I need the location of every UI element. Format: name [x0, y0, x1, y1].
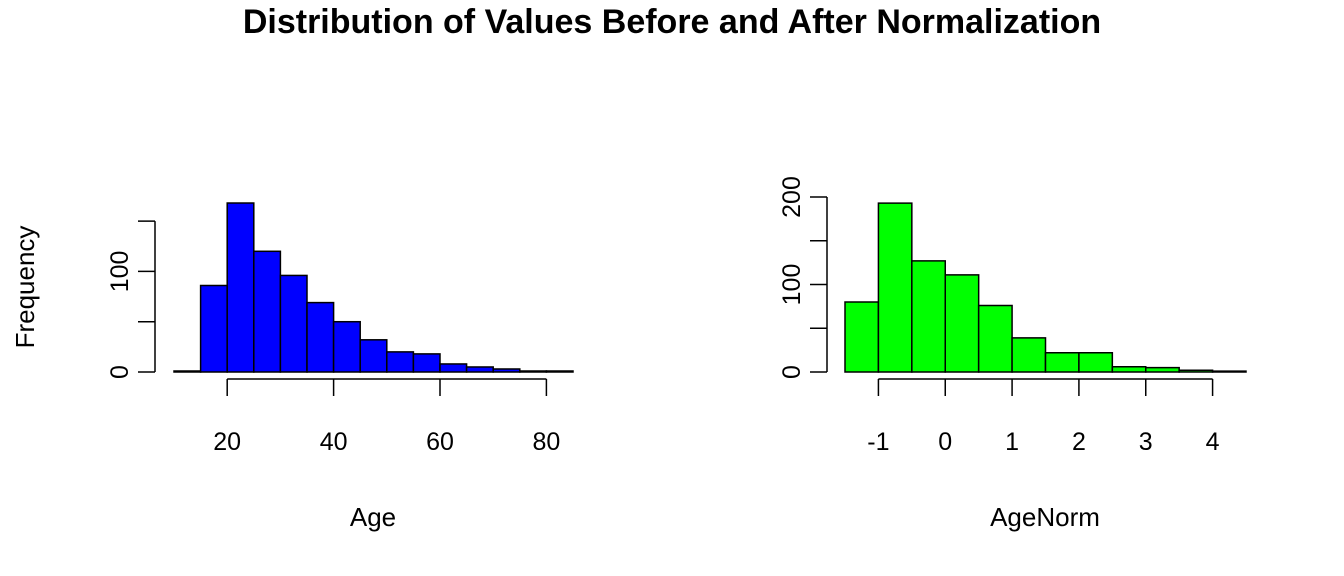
histogram-bar: [465, 366, 494, 373]
histogram-bar: [412, 353, 441, 373]
x-axis-label: AgeNorm: [990, 502, 1100, 532]
x-tick-label: 3: [1139, 428, 1153, 456]
histogram-bar: [1044, 352, 1080, 373]
histogram-bar: [877, 202, 913, 373]
y-axis-label: Frequency: [10, 226, 40, 349]
histogram-bar: [253, 250, 282, 373]
y-axis: 0 100: [106, 220, 156, 379]
histogram-age: 0 100 20 40 60 80 Frequency Age: [10, 202, 574, 532]
y-tick-label: 0: [106, 365, 134, 379]
y-tick-label: 100: [106, 251, 134, 293]
histogram-bar: [1178, 369, 1214, 373]
histogram-bar: [844, 301, 880, 373]
x-axis: 20 40 60 80: [213, 378, 560, 456]
x-tick-label: 40: [320, 428, 348, 456]
histogram-bar: [1211, 370, 1247, 373]
histogram-bar: [1011, 337, 1047, 373]
histogram-bar: [492, 368, 521, 373]
histogram-bar: [439, 363, 468, 373]
histogram-bar: [1145, 366, 1180, 373]
histogram-bar: [977, 304, 1013, 373]
x-tick-label: 80: [532, 428, 560, 456]
histogram-bar: [386, 351, 415, 373]
x-axis: -1 0 1 2 3 4: [867, 378, 1220, 456]
histogram-bar: [911, 260, 946, 373]
x-tick-label: -1: [867, 428, 889, 456]
histogram-bar: [173, 370, 202, 373]
histogram-bar: [944, 274, 980, 373]
x-tick-label: 20: [213, 428, 241, 456]
x-tick-label: 2: [1072, 428, 1086, 456]
bars: [844, 202, 1247, 373]
x-tick-label: 1: [1005, 428, 1019, 456]
histogram-bar: [226, 202, 255, 373]
y-axis: 0 100 200: [778, 176, 828, 379]
y-tick-label: 200: [778, 176, 806, 218]
x-tick-label: 4: [1206, 428, 1220, 456]
histogram-bar: [279, 274, 308, 373]
x-tick-label: 60: [426, 428, 454, 456]
histogram-bar: [199, 284, 228, 373]
histogram-bar: [332, 320, 361, 373]
main-title: Distribution of Values Before and After …: [243, 3, 1101, 41]
histogram-bar: [545, 370, 574, 373]
y-tick-label: 100: [778, 264, 806, 306]
x-tick-label: 0: [938, 428, 952, 456]
x-axis-label: Age: [350, 502, 396, 532]
histogram-bar: [1078, 352, 1114, 373]
bars: [173, 202, 574, 373]
histogram-bar: [306, 301, 335, 373]
histogram-bar: [519, 370, 548, 373]
histogram-bar: [359, 339, 388, 373]
y-tick-label: 0: [778, 365, 806, 379]
histogram-bar: [1111, 366, 1147, 373]
histogram-agenorm: 0 100 200 -1 0 1 2 3 4 AgeNorm: [778, 176, 1247, 532]
